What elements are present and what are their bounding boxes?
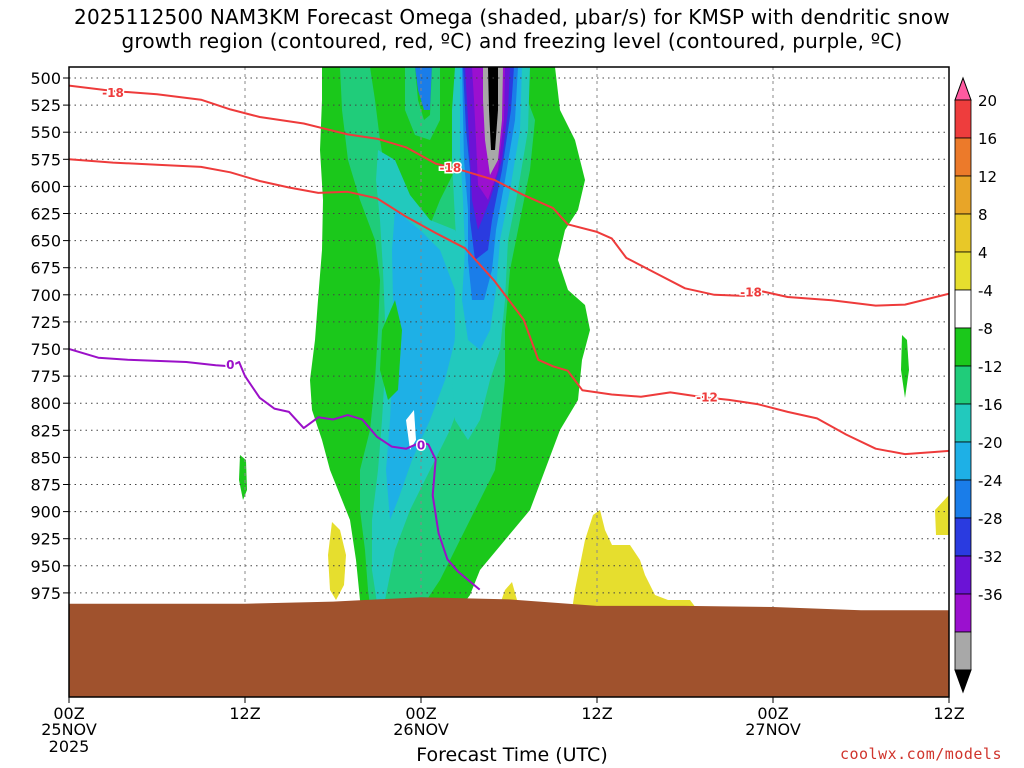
y-tick-label: 950 bbox=[30, 557, 61, 576]
y-tick-label: 875 bbox=[30, 476, 61, 495]
colorbar-top-triangle bbox=[954, 76, 972, 101]
colorbar-swatch bbox=[954, 289, 972, 329]
y-tick-label: 700 bbox=[30, 286, 61, 305]
y-tick-label: 975 bbox=[30, 584, 61, 603]
contours: -18 -18 -18 -12 0 0 bbox=[69, 84, 949, 591]
contour-line bbox=[69, 158, 949, 456]
y-tick-label: 825 bbox=[30, 421, 61, 440]
y-tick-label: 525 bbox=[30, 96, 61, 115]
contour-label: -18 bbox=[740, 286, 762, 300]
contour-line bbox=[69, 348, 481, 591]
contour-label: -18 bbox=[102, 86, 124, 100]
colorbar-swatch bbox=[954, 365, 972, 405]
colorbar-swatch bbox=[954, 403, 972, 443]
y-tick-label: 925 bbox=[30, 530, 61, 549]
colorbar-label: 20 bbox=[978, 92, 997, 110]
x-date-label: 27NOV bbox=[733, 721, 813, 738]
colorbar-swatch bbox=[954, 327, 972, 367]
omega-region-lightblue bbox=[386, 210, 455, 520]
y-tick-label: 900 bbox=[30, 503, 61, 522]
colorbar-swatch bbox=[954, 251, 972, 291]
colorbar-swatch bbox=[954, 631, 972, 671]
colorbar: 20 16 12 8 4 -4 -8 -12 -16 -20 -24 -28 -32 -36 bbox=[954, 76, 1003, 694]
colorbar-bottom-triangle bbox=[954, 669, 972, 694]
colorbar-label: -28 bbox=[978, 510, 1003, 528]
colorbar-label: -36 bbox=[978, 586, 1003, 604]
colorbar-label: -24 bbox=[978, 472, 1003, 490]
x-date-label: 25NOV 2025 bbox=[29, 721, 109, 755]
colorbar-swatch bbox=[954, 99, 972, 139]
colorbar-swatch bbox=[954, 441, 972, 481]
grid bbox=[69, 67, 949, 697]
colorbar-label: 16 bbox=[978, 130, 997, 148]
colorbar-swatch bbox=[954, 593, 972, 633]
contour-line bbox=[69, 84, 949, 307]
omega-sinking-left bbox=[328, 522, 346, 600]
x-tick-label: 00Z bbox=[757, 704, 788, 723]
x-tick-label: 12Z bbox=[581, 704, 612, 723]
colorbar-label: -12 bbox=[978, 358, 1003, 376]
axis-ticks: 500 525 550 575 600 625 650 675 700 725 750 775 800 8… bbox=[30, 69, 964, 723]
credit-link[interactable]: coolwx.com/models bbox=[839, 745, 1002, 763]
y-tick-label: 800 bbox=[30, 394, 61, 413]
colorbar-label: -32 bbox=[978, 548, 1003, 566]
y-tick-label: 675 bbox=[30, 259, 61, 278]
contour-label: 0 bbox=[417, 438, 425, 452]
y-tick-label: 500 bbox=[30, 69, 61, 88]
omega-gap-green-1 bbox=[380, 300, 402, 400]
x-date-day: 26NOV bbox=[393, 720, 449, 739]
chart-title-line-2: growth region (contoured, red, ºC) and f… bbox=[121, 29, 903, 53]
contour-label: -12 bbox=[696, 391, 718, 405]
x-date-day: 25NOV bbox=[41, 720, 97, 739]
terrain-ground bbox=[69, 597, 949, 697]
y-tick-label: 750 bbox=[30, 340, 61, 359]
omega-sinking-right-edge bbox=[935, 495, 949, 535]
omega-region-plume-black bbox=[488, 67, 498, 150]
colorbar-label: 8 bbox=[978, 206, 988, 224]
colorbar-swatch bbox=[954, 555, 972, 595]
contour-label: -18 bbox=[439, 161, 461, 175]
x-axis-label: Forecast Time (UTC) bbox=[416, 744, 608, 766]
x-date-label: 26NOV bbox=[381, 721, 461, 738]
x-tick-label: 00Z bbox=[405, 704, 436, 723]
colorbar-swatch bbox=[954, 213, 972, 253]
colorbar-label: 12 bbox=[978, 168, 997, 186]
y-tick-label: 650 bbox=[30, 232, 61, 251]
colorbar-swatch bbox=[954, 175, 972, 215]
colorbar-swatch bbox=[954, 137, 972, 177]
y-tick-label: 550 bbox=[30, 123, 61, 142]
x-tick-label: 12Z bbox=[933, 704, 964, 723]
omega-region-upper-cyan bbox=[405, 67, 440, 140]
x-date-year: 2025 bbox=[48, 737, 90, 756]
omega-shading bbox=[239, 67, 949, 683]
plot-frame bbox=[68, 66, 950, 698]
y-tick-label: 850 bbox=[30, 448, 61, 467]
y-tick-label: 600 bbox=[30, 177, 61, 196]
chart-title-line-1: 2025112500 NAM3KM Forecast Omega (shaded… bbox=[74, 5, 950, 29]
colorbar-label: -20 bbox=[978, 434, 1003, 452]
y-tick-label: 725 bbox=[30, 313, 61, 332]
y-tick-label: 625 bbox=[30, 205, 61, 224]
contour-label: 0 bbox=[226, 358, 234, 372]
y-tick-label: 575 bbox=[30, 150, 61, 169]
colorbar-swatch bbox=[954, 479, 972, 519]
colorbar-label: 4 bbox=[978, 244, 988, 262]
colorbar-label: -8 bbox=[978, 320, 993, 338]
x-date-day: 27NOV bbox=[745, 720, 801, 739]
colorbar-swatch bbox=[954, 517, 972, 557]
omega-blob-right bbox=[901, 335, 909, 398]
colorbar-label: -16 bbox=[978, 396, 1003, 414]
x-tick-label: 00Z bbox=[53, 704, 84, 723]
x-tick-label: 12Z bbox=[229, 704, 260, 723]
y-tick-label: 775 bbox=[30, 367, 61, 386]
omega-blob-12z bbox=[239, 455, 247, 500]
colorbar-label: -4 bbox=[978, 282, 993, 300]
